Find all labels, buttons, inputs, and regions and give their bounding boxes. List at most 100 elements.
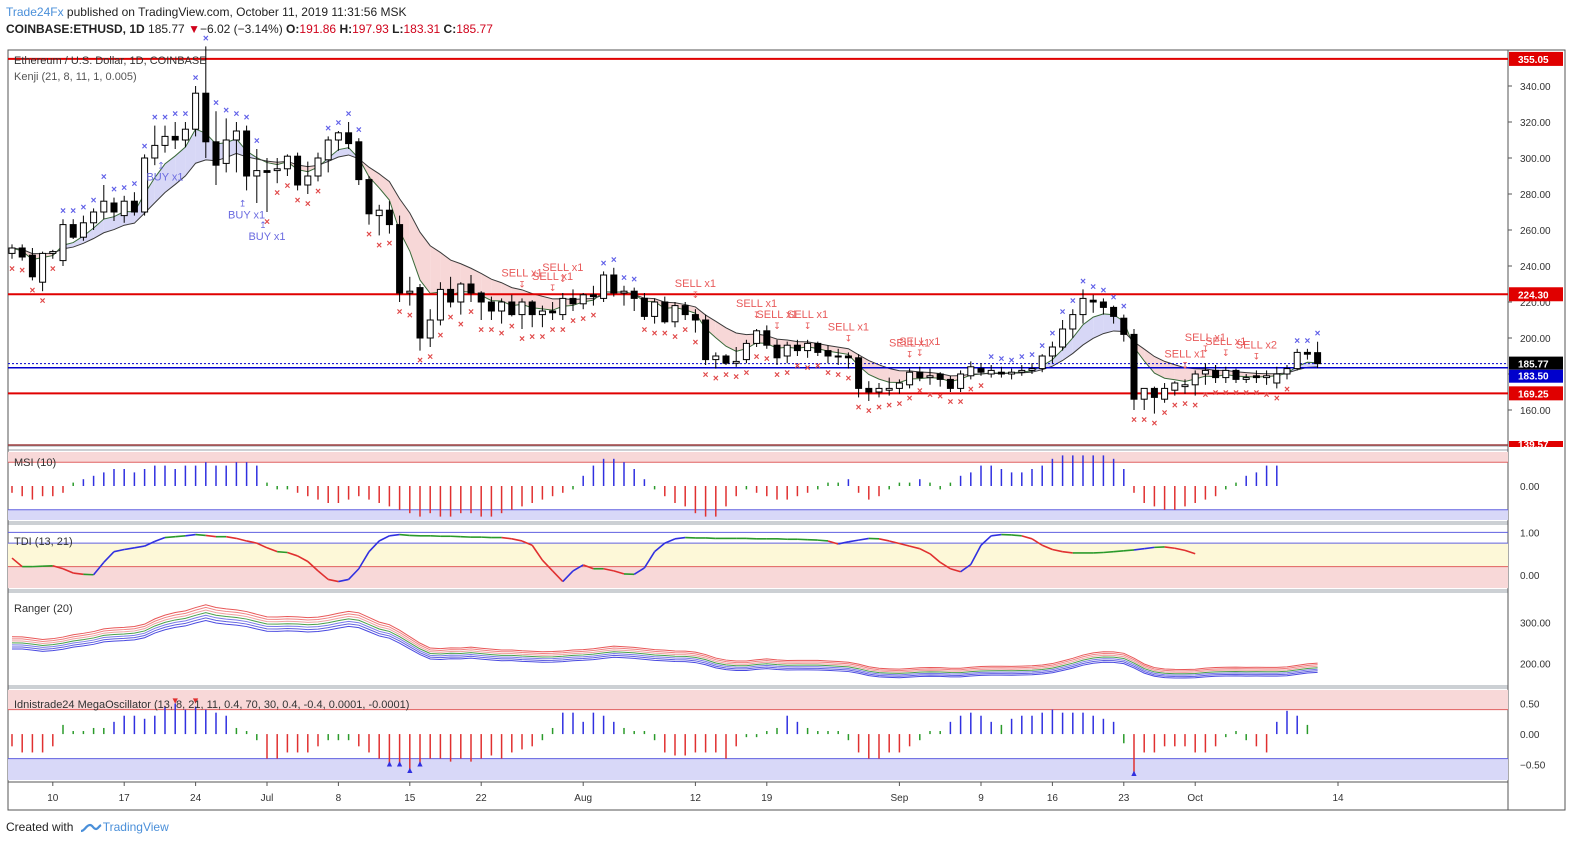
sell-marker-icon: × — [1151, 419, 1157, 430]
sell-signal-label: SELL x1 — [675, 278, 716, 290]
sell-marker-icon: × — [417, 356, 423, 367]
tradingview-link[interactable]: TradingView — [102, 820, 169, 834]
sell-marker-icon: × — [366, 230, 372, 241]
buy-marker-icon: × — [182, 109, 188, 120]
buy-marker-icon: × — [335, 118, 341, 129]
sell-signal-label: SELL x1 — [736, 298, 777, 310]
sell-marker-icon: × — [907, 393, 913, 404]
candle-body — [1252, 375, 1260, 379]
tdi-line-segment — [970, 544, 982, 565]
mega-axis-label: 0.50 — [1520, 699, 1540, 710]
sell-marker-icon: × — [1274, 393, 1280, 404]
candle-body — [559, 297, 567, 316]
sell-marker-icon: × — [448, 312, 454, 323]
tdi-line-segment — [511, 538, 523, 542]
candle-body — [681, 305, 689, 316]
kenji-cloud-segment — [1174, 364, 1185, 382]
candle-body — [100, 200, 108, 213]
sell-marker-icon: × — [825, 368, 831, 379]
level-label: 355.05 — [1518, 55, 1549, 66]
sell-signal-label: SELL x1 — [1205, 336, 1246, 348]
level-tag — [1509, 386, 1563, 401]
tdi-line-segment — [134, 545, 145, 549]
tdi-line-segment — [368, 540, 380, 553]
candle-body — [79, 222, 87, 238]
tdi-line-segment — [603, 567, 614, 572]
buy-marker-icon: × — [1090, 282, 1096, 293]
sell-marker-icon: × — [305, 199, 311, 210]
time-axis-label: Aug — [574, 793, 592, 804]
candle-body — [1130, 333, 1138, 400]
candle-body — [844, 355, 852, 359]
high-label: H: — [339, 22, 353, 36]
mega-upper-zone — [8, 690, 1508, 710]
kenji-cloud-segment — [154, 163, 165, 203]
tradingview-logo-icon — [80, 823, 102, 832]
candle-body — [661, 301, 669, 323]
candle-body — [538, 310, 546, 316]
kenji-cloud-segment — [338, 147, 349, 158]
kenji-cloud-segment — [1093, 313, 1104, 339]
mega-up-triangle-icon: ▲ — [416, 759, 425, 769]
level-tag — [1509, 51, 1563, 66]
kenji-cloud-segment — [726, 327, 737, 352]
buy-marker-icon: × — [1049, 329, 1055, 340]
candle-body — [824, 350, 832, 357]
tdi-line-segment — [1144, 546, 1155, 550]
mega-lower-zone — [8, 758, 1508, 780]
candle-body — [161, 135, 169, 146]
ranger-axis-label: 200.00 — [1520, 660, 1551, 671]
sell-marker-icon: × — [723, 370, 729, 381]
candle-body — [304, 175, 312, 186]
candle-body — [1079, 297, 1087, 316]
candle-body — [804, 342, 812, 352]
candle-body — [814, 342, 822, 353]
buy-marker-icon: × — [1029, 350, 1035, 361]
candle-body — [212, 141, 220, 166]
tdi-line-segment — [878, 538, 890, 542]
kenji-cloud-segment — [542, 296, 553, 311]
buy-marker-icon: × — [621, 273, 627, 284]
close-value: 185.77 — [456, 22, 493, 36]
tdi-line-segment — [572, 564, 584, 572]
sell-marker-icon: × — [1264, 390, 1270, 401]
sell-marker-icon: × — [1284, 384, 1290, 395]
tdi-line-segment — [929, 553, 941, 563]
buy-marker-icon: × — [213, 98, 219, 109]
tdi-line-segment — [899, 542, 910, 547]
sell-marker-icon: × — [580, 314, 586, 325]
author-link[interactable]: Trade24Fx — [6, 5, 64, 19]
sell-marker-icon: × — [682, 325, 688, 336]
buy-marker-icon: × — [325, 123, 331, 134]
tdi-line-segment — [633, 567, 645, 575]
tdi-line-segment — [73, 572, 84, 576]
candle-body — [396, 224, 404, 294]
kenji-cloud-segment — [1164, 361, 1175, 380]
sell-arrow-icon: ↧ — [1181, 360, 1189, 370]
sell-arrow-icon: ↧ — [773, 321, 781, 331]
buy-marker-icon: × — [1039, 341, 1045, 352]
ranger-plot: 200.00 300.00 Ranger (20) — [11, 603, 1551, 679]
sell-marker-icon: × — [713, 374, 719, 385]
sell-marker-icon: × — [968, 384, 974, 395]
tdi-line-segment — [838, 541, 849, 545]
kenji-indicator-label: Kenji (21, 8, 11, 1, 0.005) — [14, 71, 137, 83]
candle-body — [834, 355, 842, 358]
sell-marker-icon: × — [784, 368, 790, 379]
symbol-line: COINBASE:ETHUSD, 1D 185.77 ▼−6.02 (−3.14… — [6, 21, 493, 38]
tdi-line-segment — [1021, 535, 1033, 540]
candle-body — [334, 132, 342, 141]
candle-body — [1089, 299, 1097, 303]
sell-marker-icon: × — [896, 399, 902, 410]
candle-body — [355, 141, 363, 181]
candle-body — [518, 301, 526, 316]
price-axis-label: 200.00 — [1520, 334, 1551, 345]
candle-body — [773, 344, 781, 359]
kenji-cloud-segment — [430, 245, 441, 294]
sell-marker-icon: × — [550, 325, 556, 336]
price-axis-label: 320.00 — [1520, 118, 1551, 129]
tdi-line-segment — [1123, 549, 1135, 552]
candle-body — [1018, 369, 1026, 373]
tdi-line-segment — [674, 536, 686, 540]
